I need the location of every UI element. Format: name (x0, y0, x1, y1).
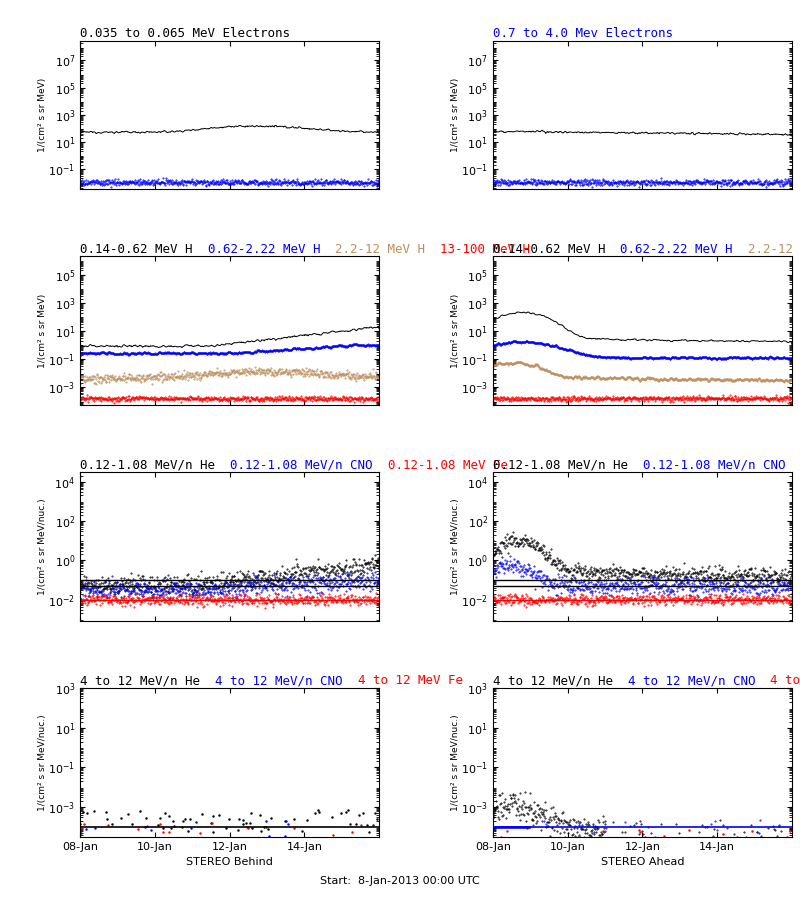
Text: 0.62-2.22 MeV H: 0.62-2.22 MeV H (620, 243, 748, 256)
Y-axis label: 1/(cm² s sr MeV/nuc.): 1/(cm² s sr MeV/nuc.) (450, 499, 460, 595)
Text: 0.035 to 0.065 MeV Electrons: 0.035 to 0.065 MeV Electrons (80, 27, 290, 40)
Y-axis label: 1/(cm² s sr MeV/nuc.): 1/(cm² s sr MeV/nuc.) (450, 715, 459, 811)
Text: 4 to 12 MeV/n CNO: 4 to 12 MeV/n CNO (215, 674, 358, 688)
Text: 4 to 12 MeV/n He: 4 to 12 MeV/n He (493, 674, 628, 688)
Text: 0.12-1.08 MeV/n CNO: 0.12-1.08 MeV/n CNO (230, 458, 387, 472)
Text: 2.2-12 MeV H: 2.2-12 MeV H (748, 243, 800, 256)
Text: 0.14-0.62 MeV H: 0.14-0.62 MeV H (493, 243, 620, 256)
Text: 4 to 12 MeV/n CNO: 4 to 12 MeV/n CNO (628, 674, 770, 688)
Text: 0.12-1.08 MeV/n He: 0.12-1.08 MeV/n He (80, 458, 230, 472)
Text: 4 to 12 MeV Fe: 4 to 12 MeV Fe (358, 674, 462, 688)
Text: 2.2-12 MeV H: 2.2-12 MeV H (335, 243, 440, 256)
Y-axis label: 1/(cm² s sr MeV): 1/(cm² s sr MeV) (38, 293, 46, 368)
Text: 0.12-1.08 MeV/n He: 0.12-1.08 MeV/n He (493, 458, 643, 472)
Text: 0.12-1.08 MeV Fe: 0.12-1.08 MeV Fe (387, 458, 507, 472)
Text: 0.7 to 4.0 Mev Electrons: 0.7 to 4.0 Mev Electrons (493, 27, 673, 40)
Text: 0.14-0.62 MeV H: 0.14-0.62 MeV H (80, 243, 207, 256)
Text: 0.62-2.22 MeV H: 0.62-2.22 MeV H (207, 243, 335, 256)
X-axis label: STEREO Ahead: STEREO Ahead (601, 858, 684, 868)
Y-axis label: 1/(cm² s sr MeV): 1/(cm² s sr MeV) (38, 77, 46, 152)
Text: Start:  8-Jan-2013 00:00 UTC: Start: 8-Jan-2013 00:00 UTC (320, 877, 480, 886)
Y-axis label: 1/(cm² s sr MeV/nuc.): 1/(cm² s sr MeV/nuc.) (38, 499, 47, 595)
X-axis label: STEREO Behind: STEREO Behind (186, 858, 273, 868)
Y-axis label: 1/(cm² s sr MeV/nuc.): 1/(cm² s sr MeV/nuc.) (38, 715, 46, 811)
Text: 13-100 MeV H: 13-100 MeV H (440, 243, 530, 256)
Y-axis label: 1/(cm² s sr MeV): 1/(cm² s sr MeV) (450, 293, 459, 368)
Text: 4 to 12 MeV Fe: 4 to 12 MeV Fe (770, 674, 800, 688)
Text: 0.12-1.08 MeV/n CNO: 0.12-1.08 MeV/n CNO (643, 458, 800, 472)
Text: 4 to 12 MeV/n He: 4 to 12 MeV/n He (80, 674, 215, 688)
Y-axis label: 1/(cm² s sr MeV): 1/(cm² s sr MeV) (450, 77, 459, 152)
